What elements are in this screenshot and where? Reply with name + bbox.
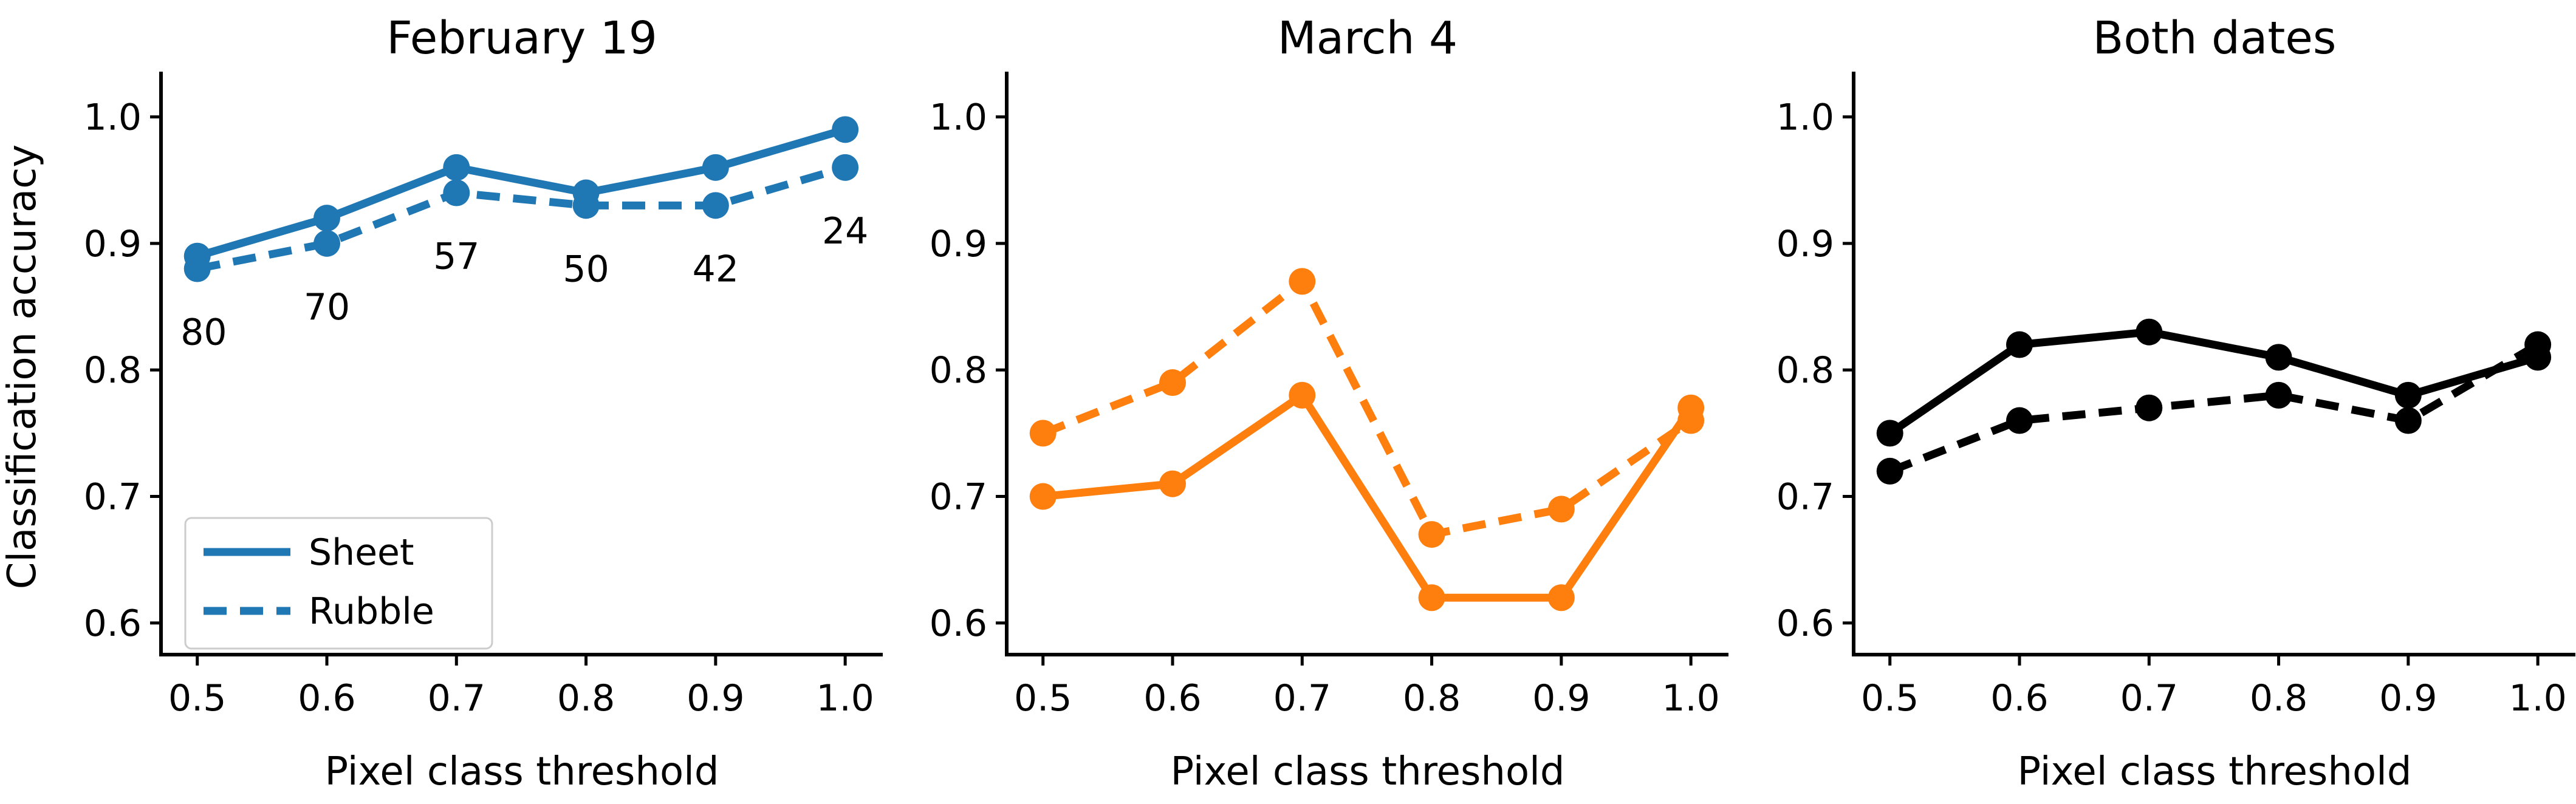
annotation-label: 57 xyxy=(433,236,479,278)
series-marker-rubble xyxy=(702,192,729,219)
y-axis-tick-label: 0.6 xyxy=(84,602,142,645)
y-axis-tick-label: 1.0 xyxy=(930,97,987,139)
y-axis-tick-label: 0.7 xyxy=(84,476,142,519)
x-axis-tick-label: 0.7 xyxy=(428,677,485,720)
panel-title: February 19 xyxy=(386,12,657,64)
series-marker-rubble xyxy=(1159,369,1187,397)
y-axis-label: Classification accuracy xyxy=(0,145,45,590)
legend-label-rubble: Rubble xyxy=(309,590,434,633)
series-marker-rubble xyxy=(2006,407,2033,434)
series-marker-rubble xyxy=(572,192,600,219)
series-marker-rubble xyxy=(1029,420,1057,447)
series-marker-sheet xyxy=(313,205,341,232)
series-marker-rubble xyxy=(183,255,211,282)
panel-march-4: March 4 0.6 0.7 0.8 0.9 1.0 0.5 0.6 0.7 0.8 0.9 1.0… xyxy=(930,12,1728,794)
series-marker-rubble xyxy=(1418,521,1445,548)
annotation-label: 70 xyxy=(304,286,350,329)
y-axis-tick-label: 0.6 xyxy=(1776,602,1834,645)
series-marker-sheet xyxy=(1876,420,1903,447)
y-axis-tick-label: 0.7 xyxy=(1776,476,1834,519)
y-axis-tick-label: 0.9 xyxy=(84,223,142,265)
annotation-label: 42 xyxy=(693,248,739,291)
y-axis-tick-label: 0.8 xyxy=(930,349,987,392)
series-line-sheet xyxy=(1888,328,2539,437)
series-marker-sheet xyxy=(1289,381,1316,409)
x-axis-tick-label: 0.9 xyxy=(687,677,744,720)
panel-title: March 4 xyxy=(1278,12,1458,64)
series-marker-sheet xyxy=(1029,483,1057,510)
x-axis-label: Pixel class threshold xyxy=(1171,749,1565,794)
series-marker-rubble xyxy=(2524,331,2552,358)
series-line-rubble xyxy=(196,163,846,273)
series-marker-rubble xyxy=(832,154,859,181)
series-marker-sheet xyxy=(1547,584,1575,612)
series-marker-rubble xyxy=(313,230,341,257)
annotation-label: 80 xyxy=(180,312,227,354)
x-axis-tick-label: 0.6 xyxy=(1143,677,1201,720)
series-marker-sheet xyxy=(1418,584,1445,612)
y-axis-tick-label: 1.0 xyxy=(1776,97,1834,139)
y-axis-tick-label: 0.7 xyxy=(930,476,987,519)
legend: Sheet Rubble xyxy=(184,517,493,650)
series-marker-rubble xyxy=(1677,407,1705,434)
series-marker-sheet xyxy=(2394,381,2422,409)
x-axis-tick-label: 0.6 xyxy=(1990,677,2048,720)
x-axis-tick-label: 0.8 xyxy=(1403,677,1461,720)
x-axis-tick-label: 0.9 xyxy=(1532,677,1590,720)
y-axis-tick-label: 0.9 xyxy=(1776,223,1834,265)
y-axis-tick-label: 0.8 xyxy=(84,349,142,392)
x-axis-tick-label: 0.5 xyxy=(168,677,226,720)
series-marker-rubble xyxy=(2394,407,2422,434)
x-axis-label: Pixel class threshold xyxy=(325,749,719,794)
series-marker-rubble xyxy=(2265,381,2292,409)
annotation-label: 24 xyxy=(822,210,868,253)
series-marker-rubble xyxy=(1876,457,1903,485)
series-line-rubble xyxy=(1041,275,1693,539)
x-axis-tick-label: 0.8 xyxy=(557,677,615,720)
y-axis-tick-label: 0.8 xyxy=(1776,349,1834,392)
panel-title: Both dates xyxy=(2093,12,2337,64)
legend-label-sheet: Sheet xyxy=(309,531,414,574)
panel-both-dates: Both dates 0.6 0.7 0.8 0.9 1.0 0.5 0.6 0.7 0.8 0.9… xyxy=(1776,12,2575,794)
series-marker-sheet xyxy=(702,154,729,181)
x-axis-tick-label: 0.5 xyxy=(1014,677,1072,720)
x-axis-tick-label: 0.9 xyxy=(2379,677,2437,720)
series-marker-sheet xyxy=(443,154,470,181)
x-axis-tick-label: 0.7 xyxy=(1273,677,1331,720)
series-line-sheet xyxy=(196,126,846,260)
series-marker-sheet xyxy=(1159,470,1187,497)
y-axis-tick-label: 0.6 xyxy=(930,602,987,645)
series-marker-sheet xyxy=(2136,318,2163,346)
y-axis-tick-label: 1.0 xyxy=(84,97,142,139)
x-axis-tick-label: 0.7 xyxy=(2120,677,2178,720)
x-axis-label: Pixel class threshold xyxy=(2018,749,2412,794)
x-axis-tick-label: 0.5 xyxy=(1861,677,1919,720)
series-marker-rubble xyxy=(1547,496,1575,523)
x-axis-tick-label: 1.0 xyxy=(1662,677,1719,720)
x-axis-tick-label: 0.6 xyxy=(298,677,355,720)
series-line-sheet xyxy=(1043,389,1694,602)
series-marker-sheet xyxy=(832,116,859,143)
y-axis-tick-label: 0.9 xyxy=(930,223,987,265)
series-marker-sheet xyxy=(2265,344,2292,371)
x-axis-tick-label: 1.0 xyxy=(816,677,874,720)
series-marker-rubble xyxy=(443,179,470,206)
annotation-label: 50 xyxy=(563,248,609,291)
x-axis-tick-label: 0.8 xyxy=(2250,677,2307,720)
series-marker-sheet xyxy=(2006,331,2033,358)
panel-february-19: February 19 0.6 0.7 0.8 0.9 1.0 0.5 0.6 0.7 0.8 0.… xyxy=(0,12,883,794)
series-line-rubble xyxy=(1888,341,2540,475)
series-marker-rubble xyxy=(2136,394,2163,421)
series-marker-rubble xyxy=(1289,268,1316,295)
x-axis-tick-label: 1.0 xyxy=(2509,677,2566,720)
